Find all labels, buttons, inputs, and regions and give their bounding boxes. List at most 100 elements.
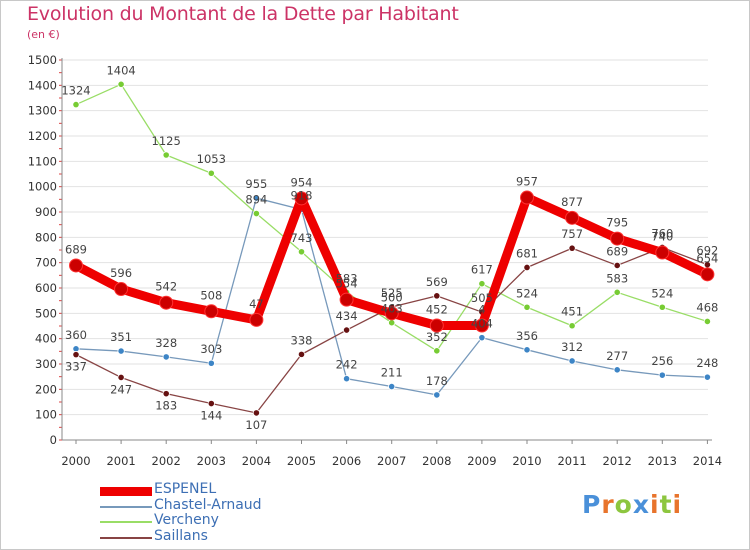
x-tick-label: 2006 bbox=[332, 454, 361, 468]
data-point bbox=[252, 209, 260, 218]
data-label: 596 bbox=[110, 266, 132, 280]
y-tick-label: 300 bbox=[35, 357, 57, 371]
data-point bbox=[613, 366, 621, 374]
x-tick-label: 2010 bbox=[512, 454, 541, 468]
y-tick-label: 1500 bbox=[28, 53, 57, 67]
data-label: 681 bbox=[516, 246, 538, 260]
x-tick-label: 2014 bbox=[693, 454, 722, 468]
data-point bbox=[342, 375, 351, 383]
data-point bbox=[252, 194, 260, 202]
data-label: 569 bbox=[426, 275, 448, 289]
data-point bbox=[568, 244, 576, 252]
data-point bbox=[565, 210, 580, 225]
data-point bbox=[388, 382, 396, 391]
data-point bbox=[700, 267, 715, 282]
legend-item: Saillans bbox=[100, 528, 320, 546]
data-point bbox=[523, 346, 531, 354]
data-label: 1125 bbox=[152, 134, 181, 148]
x-tick-label: 2004 bbox=[242, 454, 271, 468]
data-label: 248 bbox=[696, 356, 718, 370]
data-point bbox=[204, 304, 219, 319]
data-label: 360 bbox=[65, 328, 87, 342]
data-point bbox=[568, 357, 576, 365]
data-point bbox=[297, 248, 306, 256]
legend-label: ESPENEL bbox=[154, 481, 217, 497]
legend-label: Vercheny bbox=[154, 512, 219, 528]
x-tick-label: 2008 bbox=[422, 454, 451, 468]
data-point bbox=[72, 351, 80, 359]
series-group bbox=[69, 80, 715, 417]
data-point bbox=[433, 292, 441, 300]
data-label: 524 bbox=[516, 286, 538, 300]
data-point bbox=[342, 326, 351, 334]
x-tick-label: 2001 bbox=[106, 454, 135, 468]
data-point bbox=[703, 317, 712, 326]
data-label: 247 bbox=[110, 382, 132, 396]
y-tick-label: 700 bbox=[35, 256, 57, 270]
data-point bbox=[207, 169, 215, 177]
data-label: 144 bbox=[200, 409, 222, 423]
data-point bbox=[520, 190, 534, 205]
data-label: 617 bbox=[471, 263, 493, 277]
logo-letter: t bbox=[659, 490, 673, 519]
data-point bbox=[613, 288, 621, 296]
data-label: 954 bbox=[291, 175, 313, 189]
data-label: 47 bbox=[249, 297, 264, 311]
data-label: 463 bbox=[381, 302, 403, 316]
data-label: 183 bbox=[155, 399, 177, 413]
data-point bbox=[207, 399, 215, 408]
data-label: 654 bbox=[696, 251, 718, 265]
data-label: 338 bbox=[291, 333, 313, 347]
chart-title: Evolution du Montant de la Dette par Hab… bbox=[27, 3, 459, 25]
data-point bbox=[162, 151, 170, 159]
data-label: 277 bbox=[606, 349, 628, 363]
data-label: 525 bbox=[381, 286, 403, 300]
x-tick-label: 2012 bbox=[603, 454, 632, 468]
data-label: 740 bbox=[651, 230, 673, 244]
legend-item: ESPENEL bbox=[100, 481, 320, 499]
y-tick-label: 1300 bbox=[28, 104, 57, 118]
data-label: 4 bbox=[478, 302, 485, 316]
y-tick-label: 1100 bbox=[28, 154, 57, 168]
data-label: 743 bbox=[291, 231, 313, 245]
data-label: 356 bbox=[516, 329, 538, 343]
data-point bbox=[162, 390, 170, 398]
data-point bbox=[478, 334, 486, 342]
legend-item: Chastel-Arnaud bbox=[100, 497, 320, 515]
legend-swatch bbox=[100, 506, 152, 508]
data-point bbox=[523, 263, 531, 272]
y-tick-label: 200 bbox=[35, 382, 57, 396]
data-point bbox=[388, 319, 396, 327]
data-point bbox=[117, 373, 125, 382]
data-point bbox=[433, 347, 441, 355]
y-axis-ticks: 0 100 200 300 400 500 600 700 800 900 1000 1100 1200… bbox=[28, 53, 57, 447]
data-point bbox=[384, 306, 399, 321]
x-axis-ticks: 2000 2001 2002 2003 2004 2005 2006 2007 2008 2009… bbox=[61, 454, 722, 468]
data-label: 178 bbox=[426, 374, 448, 388]
data-point bbox=[613, 261, 621, 270]
data-label: 583 bbox=[606, 271, 628, 285]
data-point bbox=[249, 312, 264, 327]
data-point bbox=[610, 231, 625, 246]
logo-letter: i bbox=[650, 490, 660, 519]
data-label: 689 bbox=[65, 242, 87, 256]
data-label: 692 bbox=[696, 244, 718, 258]
data-point bbox=[252, 409, 260, 417]
data-point bbox=[159, 295, 174, 310]
legend-label: Chastel-Arnaud bbox=[154, 497, 262, 513]
logo-letter: i bbox=[672, 490, 683, 519]
data-label: 312 bbox=[561, 340, 583, 354]
data-point bbox=[117, 347, 125, 355]
data-label: 328 bbox=[155, 336, 177, 350]
y-tick-label: 100 bbox=[35, 408, 57, 422]
data-label: 508 bbox=[200, 288, 222, 302]
y-tick-label: 1200 bbox=[28, 129, 57, 143]
data-label: 957 bbox=[516, 175, 538, 189]
y-tick-label: 500 bbox=[35, 306, 57, 320]
data-label: 351 bbox=[110, 330, 132, 344]
x-tick-label: 2011 bbox=[557, 454, 586, 468]
data-point bbox=[69, 258, 83, 273]
data-point bbox=[703, 373, 712, 381]
